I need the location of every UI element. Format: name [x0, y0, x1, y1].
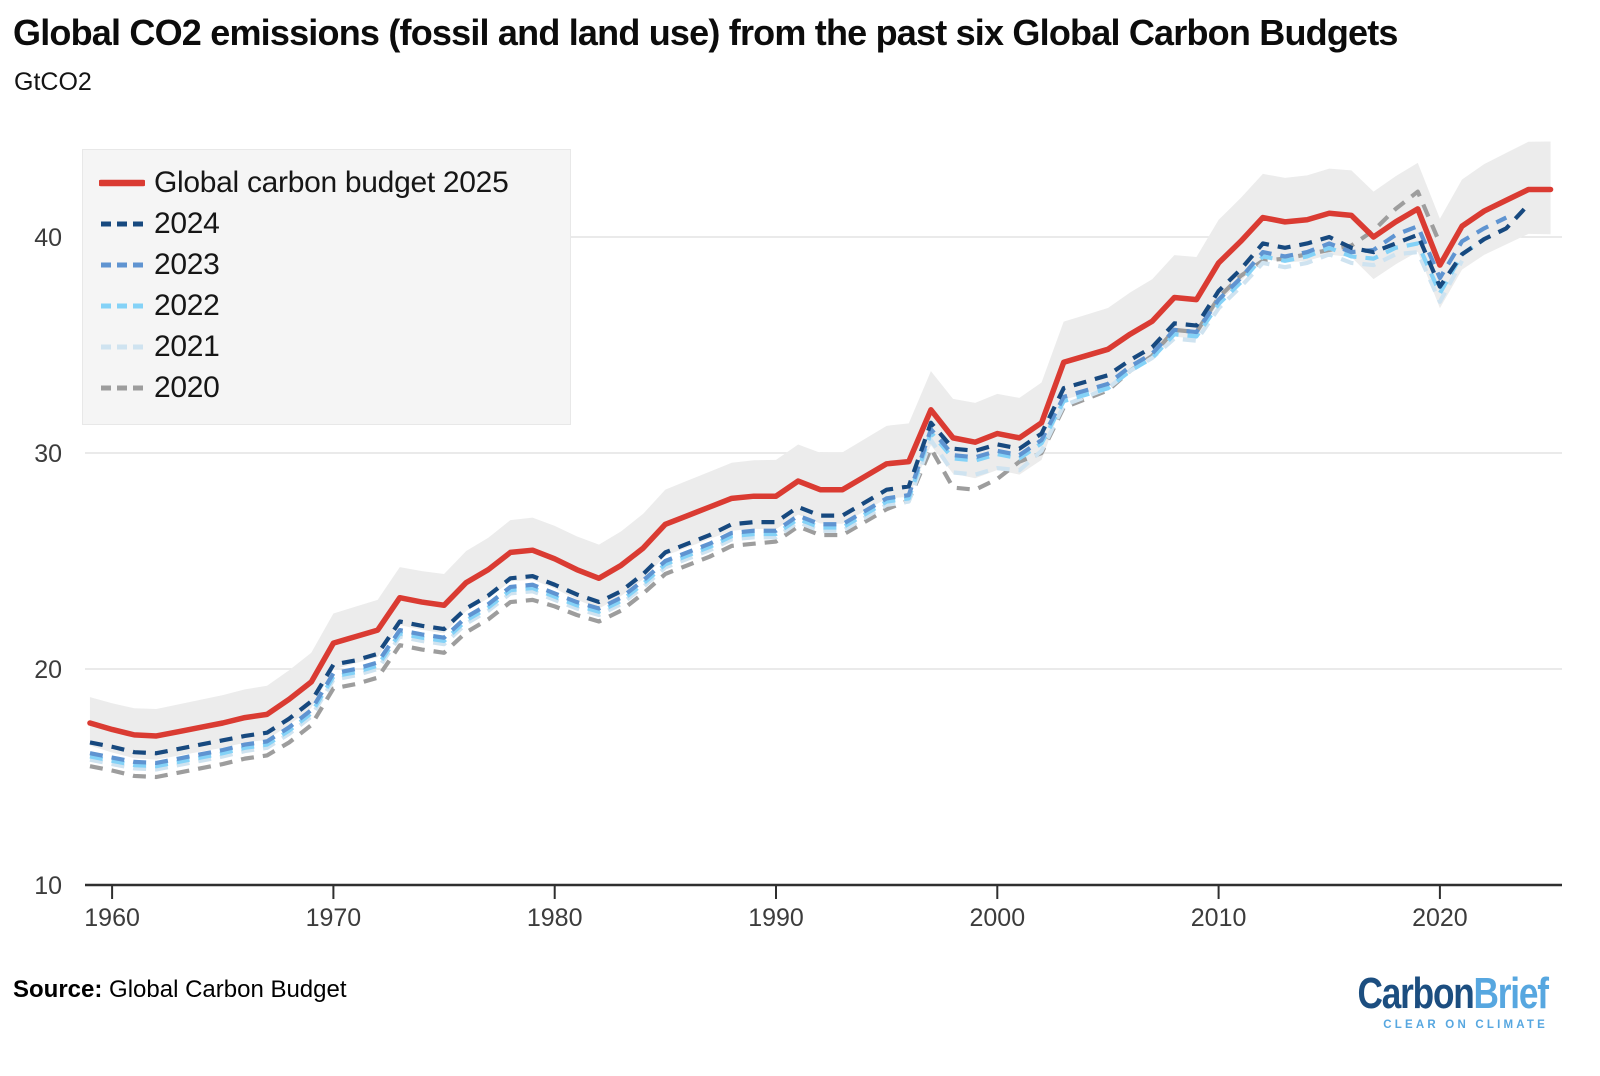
legend-swatch-icon [99, 179, 145, 186]
x-tick-label-2010: 2010 [1191, 904, 1247, 932]
source-label: Source: [13, 976, 103, 1003]
carbonbrief-logo: CarbonBrief CLEAR ON CLIMATE [1310, 969, 1549, 1032]
x-tick-label-1980: 1980 [527, 904, 583, 932]
legend-swatch-icon [101, 344, 143, 349]
y-axis-unit-label: GtCO2 [14, 68, 92, 96]
x-tick-label-1990: 1990 [748, 904, 804, 932]
x-tick-label-2000: 2000 [969, 904, 1025, 932]
series-line-2023 [89, 215, 1508, 766]
source-text: Global Carbon Budget [102, 976, 347, 1003]
legend-label: 2024 [154, 206, 220, 240]
legend-swatch-icon [101, 385, 143, 390]
x-tick-label-2020: 2020 [1412, 904, 1468, 932]
legend-item-2024: 2024 [99, 203, 570, 244]
legend-label: 2020 [154, 370, 220, 404]
y-tick-label-30: 30 [34, 440, 62, 468]
chart-legend: Global carbon budget 2025 2024 2023 2022 202… [82, 149, 571, 425]
legend-label: 2021 [154, 329, 220, 363]
source-note: Source: Global Carbon Budget [13, 976, 347, 1004]
legend-item-2023: 2023 [99, 244, 570, 285]
series-line-global-carbon-budget-2025 [87, 186, 1554, 739]
page-title: Global CO2 emissions (fossil and land us… [13, 12, 1398, 53]
legend-item-2021: 2021 [99, 326, 570, 367]
carbonbrief-wordmark: CarbonBrief [1357, 969, 1549, 1018]
series-line-2022 [89, 237, 1486, 769]
series-line-2024 [89, 203, 1530, 756]
legend-item-global-carbon-budget-2025: Global carbon budget 2025 [99, 162, 570, 203]
y-tick-label-40: 40 [34, 224, 62, 252]
legend-swatch-icon [101, 221, 143, 226]
y-tick-label-10: 10 [34, 872, 62, 900]
logo-brief-text: Brief [1473, 969, 1549, 1018]
legend-item-2022: 2022 [99, 285, 570, 326]
logo-carbon-text: Carbon [1357, 969, 1475, 1018]
logo-tagline: CLEAR ON CLIMATE [1383, 1019, 1548, 1032]
legend-label: 2022 [154, 288, 220, 322]
legend-swatch-icon [101, 262, 143, 267]
legend-swatch-icon [101, 303, 143, 308]
x-tick-label-1960: 1960 [84, 904, 140, 932]
legend-label: Global carbon budget 2025 [154, 165, 509, 199]
x-tick-label-1970: 1970 [306, 904, 362, 932]
legend-label: 2023 [154, 247, 220, 281]
y-tick-label-20: 20 [34, 656, 62, 684]
legend-item-2020: 2020 [99, 367, 570, 408]
